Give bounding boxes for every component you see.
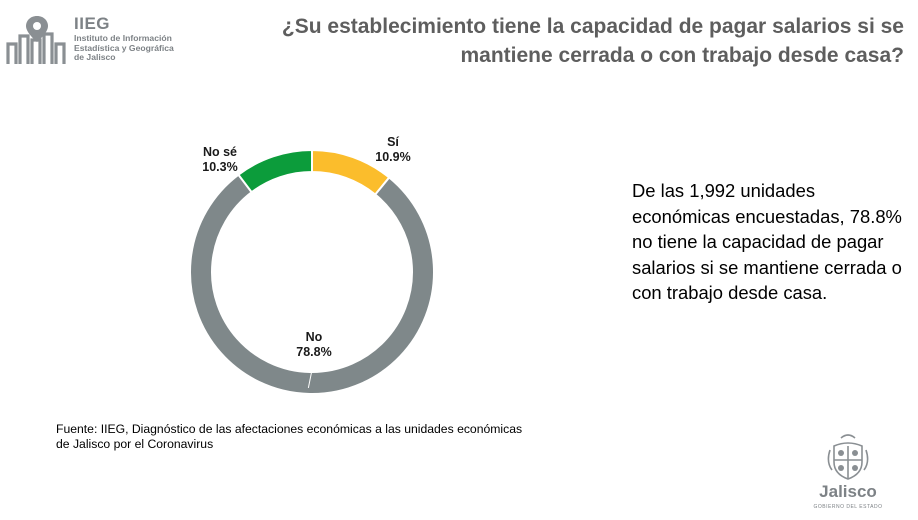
data-label-value: 78.8% bbox=[296, 345, 331, 359]
iieg-logo: IIEG Instituto de Información Estadístic… bbox=[6, 14, 196, 70]
slide-title: ¿Su establecimiento tiene la capacidad d… bbox=[281, 15, 904, 67]
logo-name-line: de Jalisco bbox=[74, 52, 116, 63]
jalisco-crest-icon bbox=[827, 434, 869, 480]
iieg-logo-icon bbox=[6, 16, 66, 64]
jalisco-subtitle: GOBIERNO DEL ESTADO bbox=[813, 504, 883, 510]
source-note: Fuente: IIEG, Diagnóstico de las afectac… bbox=[56, 422, 523, 451]
slice-nose bbox=[237, 148, 313, 194]
logo-acronym: IIEG bbox=[74, 14, 111, 33]
jalisco-logo: Jalisco GOBIERNO DEL ESTADO bbox=[798, 432, 898, 516]
data-label-value: 10.3% bbox=[202, 160, 237, 174]
data-label-category: No sé bbox=[203, 145, 237, 159]
data-label-category: Sí bbox=[387, 135, 399, 149]
logo-name-line: Instituto de Información bbox=[74, 33, 172, 43]
slice-no bbox=[189, 173, 435, 395]
description-text: De las 1,992 unidades económicas encuest… bbox=[632, 180, 902, 303]
logo-name-line: Estadística y Geográfica bbox=[74, 42, 174, 53]
logo-institution-name: Instituto de Información Estadística y G… bbox=[74, 33, 194, 63]
data-label-value: 10.9% bbox=[375, 150, 410, 164]
jalisco-wordmark: Jalisco bbox=[819, 482, 877, 501]
data-label-category: No bbox=[306, 330, 323, 344]
leader-line-no bbox=[307, 359, 315, 389]
